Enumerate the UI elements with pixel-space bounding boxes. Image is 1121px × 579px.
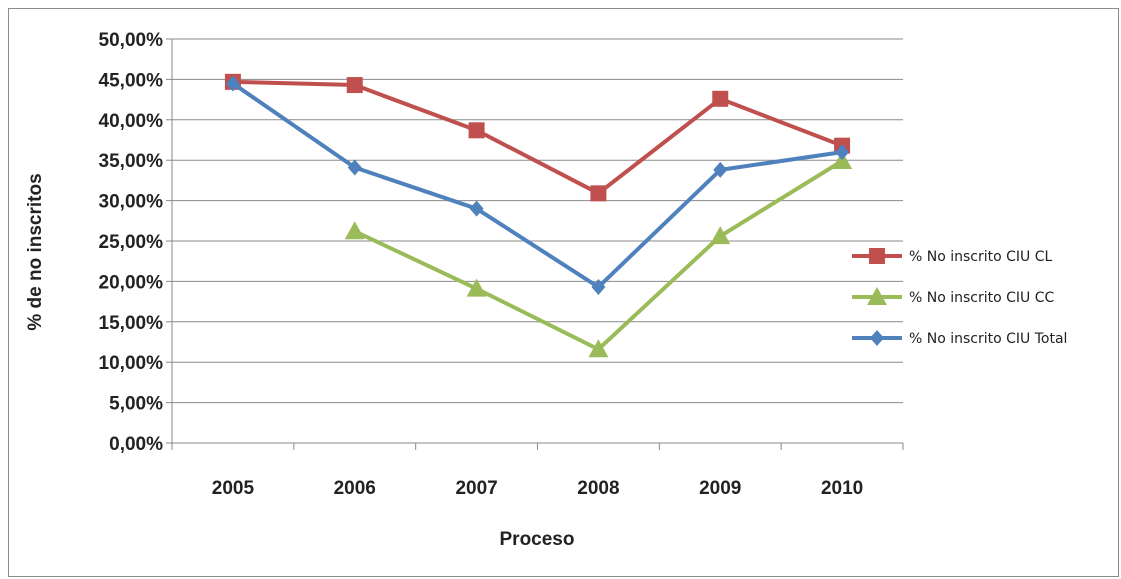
x-axis-title: Proceso [500,529,575,550]
legend-swatch-marker [869,248,885,264]
y-tick-label: 30,00% [99,192,164,213]
series-layer [224,73,853,358]
chart-frame [8,8,1119,577]
y-tick-labels: 0,00% 5,00% 10,00% 15,00% 20,00% 25,00% 30,00%… [99,30,164,455]
y-tick-label: 50,00% [99,30,164,51]
legend: % No inscrito CIU CL % No inscrito CIU CC… [852,248,1067,347]
data-point [710,226,731,245]
x-tick-label: 2010 [821,478,863,499]
data-point [835,144,850,161]
x-tick-label: 2006 [334,478,376,499]
legend-swatch-marker [867,287,887,305]
data-point [469,200,484,217]
x-tick-label: 2008 [577,478,619,499]
data-point [590,185,607,202]
y-tick-label: 0,00% [109,434,163,455]
data-point [344,221,365,240]
legend-label: % No inscrito CIU CL [909,249,1053,265]
legend-item: % No inscrito CIU Total [852,330,1067,347]
data-point [466,278,487,297]
series-line [231,81,843,290]
data-point [225,75,240,92]
y-tick-label: 15,00% [99,313,164,334]
axes [166,38,904,450]
legend-swatch-marker [870,330,884,346]
data-point [468,122,485,139]
x-tick-label: 2005 [212,478,255,499]
gridlines [172,38,903,444]
y-tick-label: 35,00% [99,151,164,172]
legend-item: % No inscrito CIU CL [852,248,1053,265]
x-tick-labels: 2005 2006 2007 2008 2009 2010 [212,478,863,499]
y-tick-label: 10,00% [99,353,164,374]
series-line [232,79,843,196]
y-tick-label: 45,00% [99,70,164,91]
y-tick-label: 25,00% [99,232,164,253]
series-1 [344,151,853,358]
series-0 [224,73,851,202]
data-point [347,159,362,176]
data-point [712,90,729,107]
data-point [591,279,606,296]
data-point [713,161,728,178]
x-tick-label: 2007 [455,478,497,499]
legend-item: % No inscrito CIU CC [852,287,1055,306]
series-2 [225,75,850,296]
y-tick-label: 20,00% [99,272,164,293]
legend-label: % No inscrito CIU CC [909,290,1055,306]
data-point [346,77,363,94]
data-point [588,339,609,358]
y-tick-label: 5,00% [109,394,163,415]
y-tick-label: 40,00% [99,111,164,132]
y-axis-title: % de no inscritos [25,173,46,330]
x-tick-label: 2009 [699,478,741,499]
legend-label: % No inscrito CIU Total [909,331,1067,347]
